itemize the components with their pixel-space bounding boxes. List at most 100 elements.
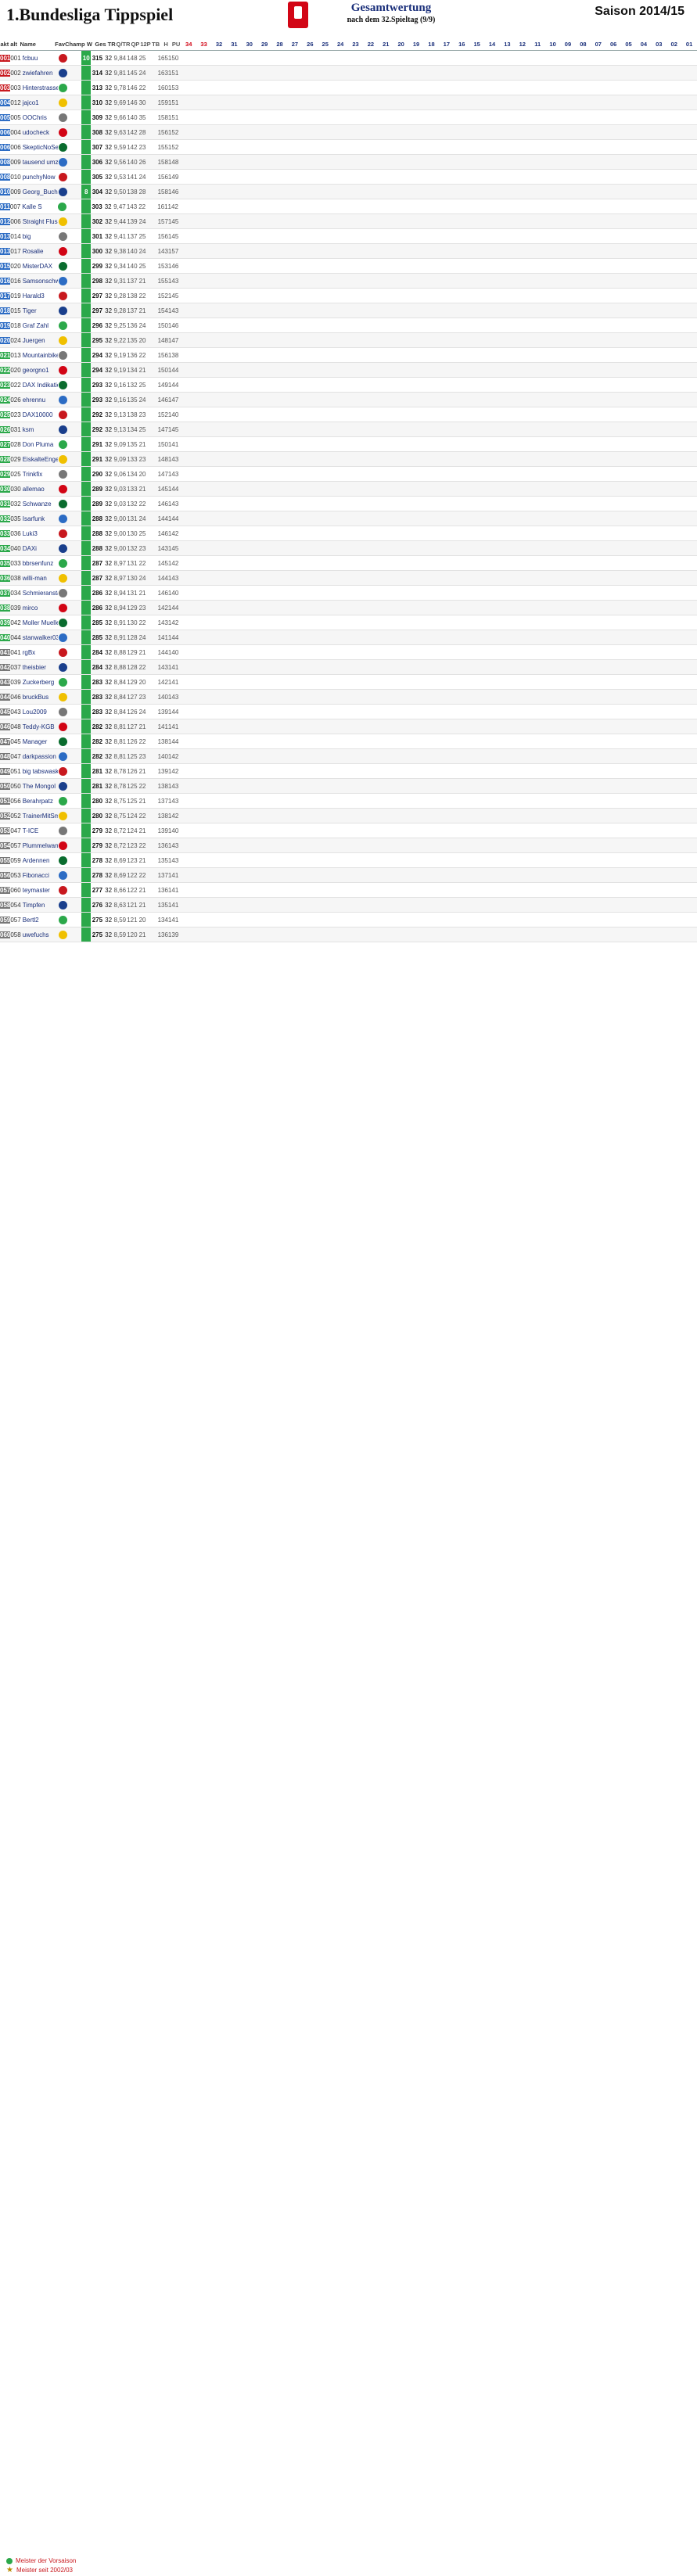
matchday-cell	[286, 214, 300, 228]
matchday-cell	[347, 497, 361, 511]
matchday-cell	[408, 363, 422, 377]
matchday-cell	[453, 690, 468, 704]
matchday-cell	[239, 511, 254, 526]
player-name: Mountainbiker	[22, 351, 58, 359]
matchday-cell	[178, 274, 193, 288]
matchday-cell	[559, 363, 574, 377]
matchday-cell	[590, 452, 605, 466]
matchday-cell	[377, 259, 392, 273]
matchday-cell	[681, 749, 696, 763]
matchday-cell	[392, 199, 408, 213]
matchday-cell	[225, 467, 239, 481]
matchday-cell	[316, 779, 331, 793]
matchday-cell	[620, 645, 635, 659]
matchday-cell	[225, 66, 239, 80]
matchday-cell	[408, 289, 422, 303]
matchday-cell	[377, 586, 392, 600]
matchday-cell	[408, 66, 422, 80]
twelve-points: 23	[138, 693, 146, 701]
matchday-cell	[239, 95, 254, 109]
matchday-cell	[408, 393, 422, 407]
matchday-cell	[438, 868, 453, 882]
weekly-points	[81, 630, 92, 644]
rank-previous: 037	[10, 663, 21, 671]
matchday-cell	[483, 586, 498, 600]
matchday-cell	[453, 140, 468, 154]
matchday-cell	[178, 838, 193, 852]
weekly-points	[81, 823, 92, 838]
quota-points: 134	[127, 366, 138, 374]
matchday-cell	[620, 95, 635, 109]
tips-count: 32	[105, 797, 113, 805]
matchday-cell	[377, 155, 392, 169]
tips-count: 32	[105, 782, 113, 790]
first-half-points: 156	[157, 351, 168, 359]
matchday-cell	[392, 645, 407, 659]
matchday-cell	[239, 155, 254, 169]
matchday-cell	[361, 511, 376, 526]
matchday-cell	[178, 110, 193, 124]
matchday-cell	[575, 170, 590, 184]
matchday-cell	[300, 318, 315, 332]
club-badge-icon	[58, 202, 67, 211]
matchday-cell	[408, 229, 422, 243]
player-name: Trinkfix	[22, 470, 43, 478]
matchday-cell	[529, 199, 544, 213]
matchday-cell	[605, 601, 620, 615]
matchday-cell	[316, 541, 331, 555]
matchday-cell	[408, 467, 422, 481]
matchday-cell	[498, 838, 513, 852]
weekly-points	[81, 601, 92, 615]
matchday-cell	[255, 393, 270, 407]
matchday-cell	[255, 511, 270, 526]
second-half-points: 138	[167, 351, 179, 359]
twelve-points: 21	[138, 797, 146, 805]
matchday-cell	[408, 927, 422, 942]
matchday-cell	[178, 155, 193, 169]
matchday-cell	[453, 601, 468, 615]
matchday-cell	[468, 511, 483, 526]
first-half-points: 152	[157, 411, 168, 418]
matchday-cell	[225, 868, 239, 882]
matchday-cell	[438, 110, 453, 124]
matchday-cell	[605, 348, 620, 362]
matchday-cell	[575, 214, 590, 228]
points-per-tip: 9,81	[113, 69, 127, 77]
matchday-cell	[361, 809, 376, 823]
total-points: 291	[92, 440, 103, 448]
matchday-cell	[651, 363, 666, 377]
matchday-cell	[361, 764, 376, 778]
matchday-cell	[300, 868, 315, 882]
matchday-cell	[377, 675, 392, 689]
matchday-cell	[468, 422, 483, 436]
matchday-cell	[681, 586, 696, 600]
matchday-cell	[559, 675, 574, 689]
matchday-cell	[408, 407, 422, 422]
twelve-points: 21	[138, 589, 146, 597]
twelve-points: 22	[138, 500, 146, 508]
second-half-points: 144	[167, 485, 179, 493]
rank-current: 006	[0, 128, 11, 136]
matchday-cell	[239, 571, 254, 585]
matchday-cell	[255, 749, 270, 763]
matchday-cell	[453, 511, 468, 526]
matchday-cell	[408, 571, 422, 585]
matchday-cell	[590, 734, 605, 748]
matchday-cell	[559, 422, 574, 436]
matchday-cell	[286, 853, 300, 867]
matchday-cell	[529, 497, 544, 511]
matchday-cell	[666, 199, 682, 213]
player-name: ksm	[22, 425, 34, 433]
rank-current: 056	[0, 871, 11, 879]
matchday-cell	[666, 883, 681, 897]
matchday-cell	[590, 898, 605, 912]
points-per-tip: 8,97	[113, 559, 127, 567]
first-half-points: 155	[157, 143, 168, 151]
matchday-cell	[666, 764, 681, 778]
table-row: 059 057 Bertl2 275 32 8,59 121 20 134 141	[0, 913, 697, 927]
matchday-cell	[300, 393, 315, 407]
matchday-cell	[559, 407, 574, 422]
matchday-cell	[483, 615, 498, 630]
matchday-cell	[347, 482, 361, 496]
quota-points: 130	[127, 529, 138, 537]
